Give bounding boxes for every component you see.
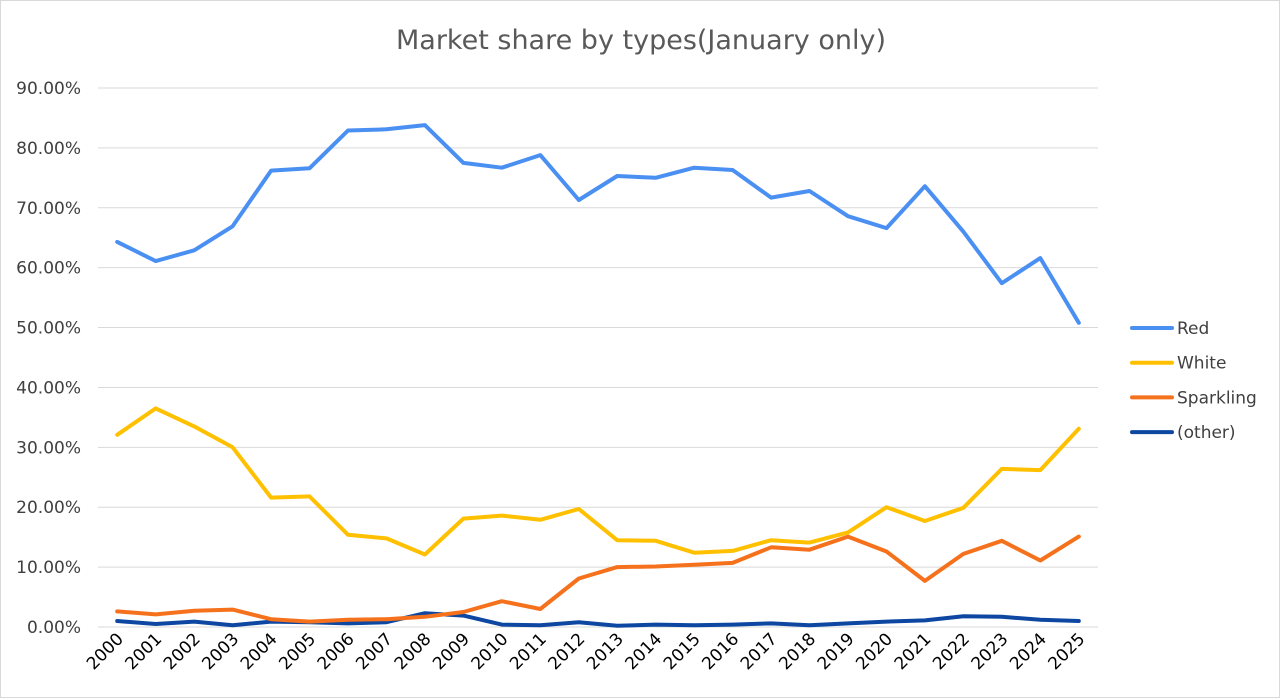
legend-label-sparkling: Sparkling (1177, 388, 1257, 408)
x-tick-label: 2023 (968, 629, 1013, 674)
x-tick-label: 2019 (814, 629, 859, 674)
gridlines (98, 87, 1098, 628)
x-tick-label: 2017 (737, 629, 782, 674)
x-tick-label: 2007 (352, 629, 397, 674)
x-tick-label: 2000 (83, 629, 128, 674)
x-tick-label: 2012 (545, 629, 590, 674)
x-tick-label: 2024 (1006, 629, 1051, 674)
x-tick-label: 2005 (275, 629, 320, 674)
legend-label-other: (other) (1177, 423, 1236, 443)
x-tick-label: 2002 (160, 629, 205, 674)
x-tick-label: 2014 (621, 629, 666, 674)
y-axis-tick-labels: 0.00% 10.00% 20.00% 30.00% 40.00% 50.00% 60.00… (16, 79, 81, 638)
x-tick-label: 2003 (198, 629, 243, 674)
series-lines (115, 123, 1081, 628)
x-axis-tick-labels: 2000200120022003200420052006200720082009… (83, 629, 1089, 674)
x-tick-label: 2022 (929, 629, 974, 674)
y-tick-label: 50.00% (16, 319, 81, 339)
series-line-other (115, 611, 1081, 628)
x-tick-label: 2006 (314, 629, 359, 674)
legend-label-red: Red (1177, 319, 1209, 339)
x-tick-label: 2018 (775, 629, 820, 674)
x-tick-label: 2015 (660, 629, 705, 674)
series-line-white (115, 406, 1081, 557)
y-tick-label: 40.00% (16, 378, 81, 398)
x-tick-label: 2008 (391, 629, 436, 674)
y-tick-label: 0.00% (27, 618, 81, 638)
x-tick-label: 2011 (506, 629, 551, 674)
x-tick-label: 2004 (237, 629, 282, 674)
chart-title: Market share by types(January only) (396, 25, 886, 56)
x-tick-label: 2016 (698, 629, 743, 674)
y-tick-label: 10.00% (16, 558, 81, 578)
y-tick-label: 70.00% (16, 199, 81, 219)
y-tick-label: 20.00% (16, 498, 81, 518)
y-tick-label: 30.00% (16, 438, 81, 458)
y-tick-label: 80.00% (16, 139, 81, 159)
x-tick-label: 2025 (1045, 629, 1090, 674)
x-tick-label: 2001 (121, 629, 166, 674)
x-tick-label: 2013 (583, 629, 628, 674)
x-tick-label: 2009 (429, 629, 474, 674)
legend-label-white: White (1177, 354, 1226, 374)
x-tick-label: 2010 (468, 629, 513, 674)
y-tick-label: 60.00% (16, 259, 81, 279)
series-line-red (115, 123, 1081, 325)
series-line-sparkling (115, 534, 1081, 624)
x-tick-label: 2020 (852, 629, 897, 674)
legend: Red White Sparkling (other) (1130, 319, 1257, 443)
y-tick-label: 90.00% (16, 79, 81, 99)
x-tick-label: 2021 (891, 629, 936, 674)
